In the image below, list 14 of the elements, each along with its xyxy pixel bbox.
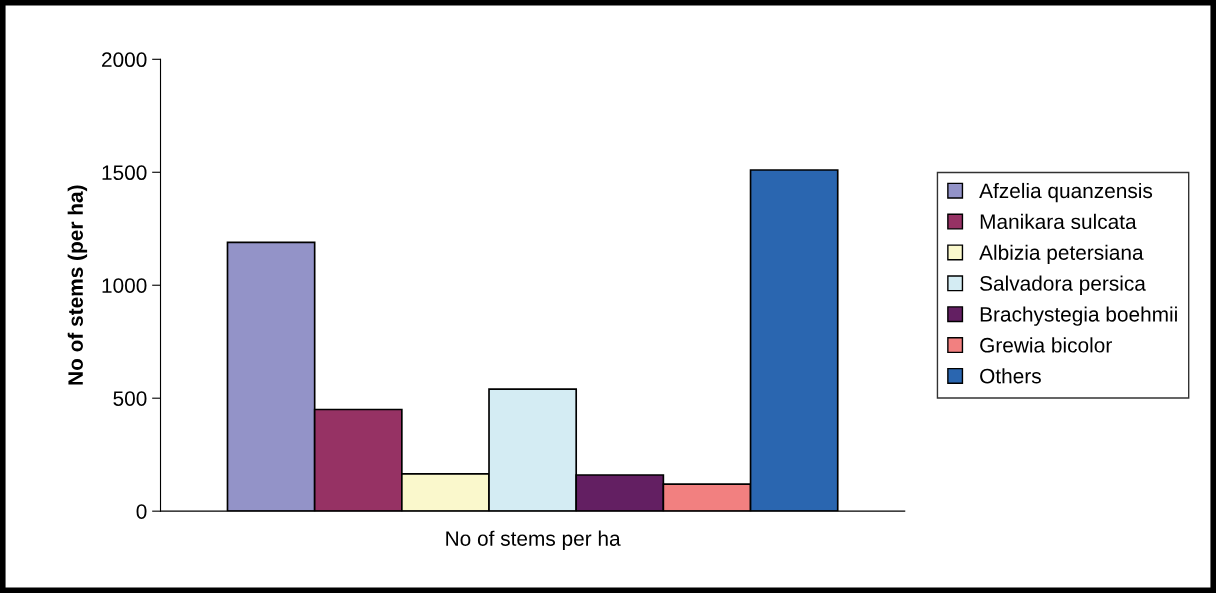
legend-label: Others <box>980 368 1041 384</box>
y-tick-label: 0 <box>136 504 147 519</box>
y-tick-label: 500 <box>113 391 147 406</box>
y-tick-label: 2000 <box>102 52 147 68</box>
legend-label: Manikara sulcata <box>980 213 1137 230</box>
y-tick-label: 1500 <box>102 165 147 181</box>
legend-label: Afzelia quanzensis <box>979 182 1153 203</box>
legend-label: Albizia petersiana <box>979 244 1144 265</box>
y-tick-label: 1000 <box>102 278 147 293</box>
y-axis-title: No of stems (per ha) <box>67 185 88 385</box>
x-tick-label: No of stems per ha <box>446 530 621 551</box>
legend-label: Brachystegia boehmii <box>980 306 1177 326</box>
legend-label: Salvadora persica <box>980 275 1146 295</box>
legend-label: Grewia bicolor <box>980 337 1112 353</box>
